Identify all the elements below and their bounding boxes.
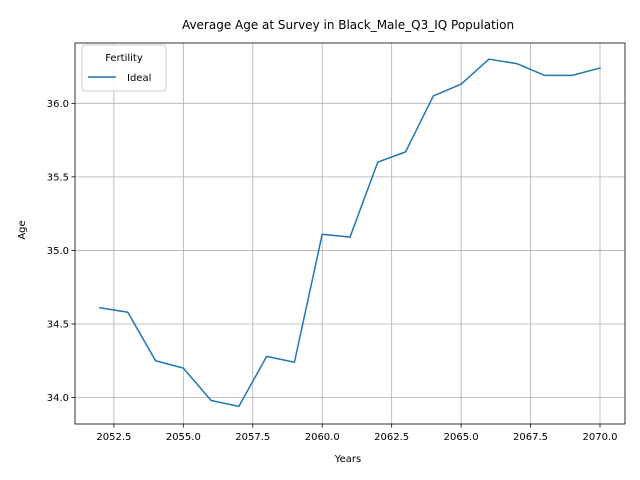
x-tick-label: 2065.0 [444,432,479,443]
plot-area [74,42,626,425]
x-tick-label: 2067.5 [513,432,548,443]
legend-entry-label: Ideal [127,73,151,84]
y-tick-label: 35.0 [47,246,69,257]
x-axis: 2052.5 2055.0 2057.5 2060.0 2062.5 2065.0 2067… [96,424,618,443]
legend: Fertility Ideal [81,44,167,92]
plot-frame [74,42,626,425]
plot-background [75,43,625,424]
y-tick-label: 34.5 [47,319,69,330]
y-tick-label: 35.5 [47,172,69,183]
series-group [99,58,601,408]
x-tick-label: 2057.5 [235,432,270,443]
x-axis-label: Years [334,454,361,465]
y-axis: 34.0 34.5 35.0 35.5 36.0 [47,99,75,404]
x-tick-label: 2052.5 [96,432,131,443]
x-tick-label: 2062.5 [374,432,409,443]
x-tick-label: 2055.0 [166,432,201,443]
y-tick-label: 36.0 [47,99,69,110]
grid [75,43,625,424]
x-tick-label: 2070.0 [583,432,618,443]
y-tick-label: 34.0 [47,393,69,404]
x-tick-label: 2060.0 [305,432,340,443]
y-axis-label: Age [17,220,28,239]
legend-title: Fertility [105,53,143,64]
series-line-0 [99,58,601,408]
chart-title: Average Age at Survey in Black_Male_Q3_I… [182,18,514,32]
legend-box [81,44,167,92]
